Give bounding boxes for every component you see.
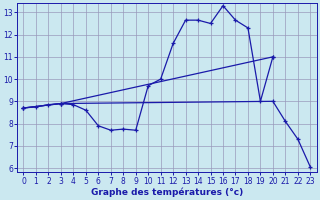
X-axis label: Graphe des températures (°c): Graphe des températures (°c) — [91, 187, 243, 197]
